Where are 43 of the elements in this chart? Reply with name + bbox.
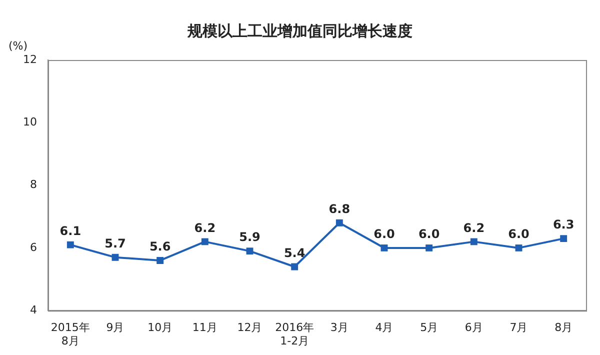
y-tick-label: 10 [22,116,37,129]
x-tick-label: 11月 [192,321,218,334]
point [515,244,522,252]
data-label: 6.2 [463,220,485,235]
data-label: 6.0 [508,227,530,242]
x-tick-label: 2015年 8月 [50,321,90,348]
data-label: 6.1 [60,224,82,238]
data-label: 6.8 [328,202,350,216]
point [470,238,478,246]
data-label: 5.9 [239,230,260,244]
point [380,244,388,252]
data-label: 5.7 [104,236,126,250]
x-tick-label: 5月 [420,321,438,334]
data-label: 5.4 [284,246,306,260]
point [426,244,433,252]
y-tick-label: 4 [30,303,37,316]
x-tick-label: 7月 [510,321,528,334]
x-tick-label: 4月 [375,321,394,334]
x-tick-label: 12月 [237,321,262,334]
data-label: 5.6 [149,240,171,254]
y-tick-label: 6 [30,240,37,254]
point [246,248,254,255]
x-tick-label: 6月 [464,321,483,334]
point [201,238,208,246]
point [66,241,74,248]
point [560,235,568,242]
point [291,263,298,270]
point [156,257,164,264]
data-label: 6.3 [552,218,574,232]
y-tick-label: 12 [22,52,37,66]
y-tick-label: 8 [30,178,37,192]
x-tick-label: 9月 [106,321,124,334]
data-label: 6.0 [374,227,395,242]
x-tick-label: 3月 [330,321,348,334]
x-tick-label: 8月 [554,321,573,334]
point [112,254,119,261]
point [336,219,343,226]
y-axis-title: (%) [8,39,28,52]
x-tick-label: 2016年 1-2月 [275,321,314,348]
chart-title: 规模以上工业增加值同比增长速度 [186,22,414,41]
data-label: 6.0 [418,227,440,242]
data-label: 6.2 [194,220,216,235]
x-tick-label: 10月 [148,321,173,334]
